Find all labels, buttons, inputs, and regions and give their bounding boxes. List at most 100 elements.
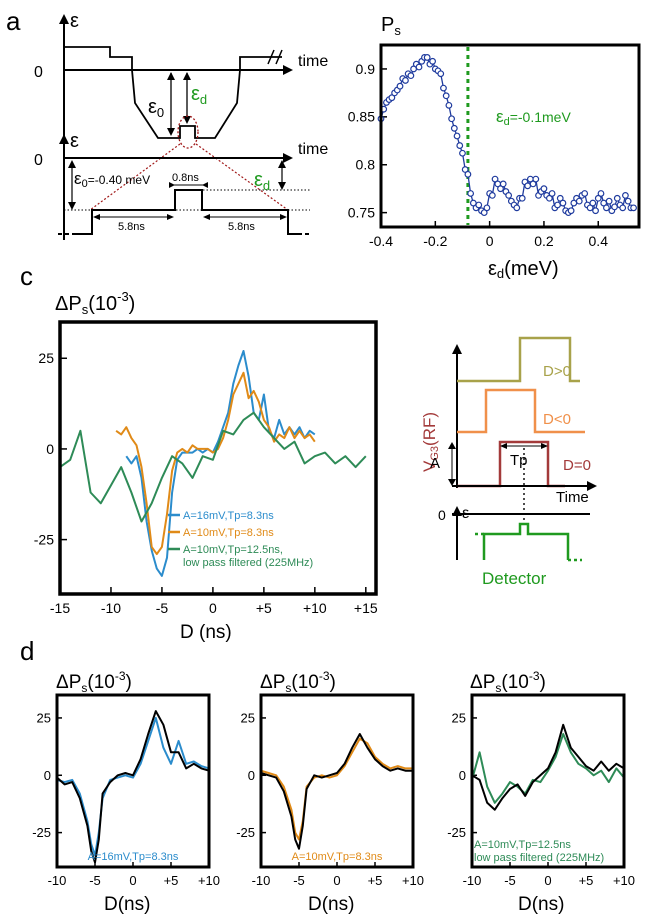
- a-left-wait-arrowhead-left-icon: [93, 214, 100, 220]
- b-point: [396, 82, 404, 90]
- b-point: [589, 199, 597, 207]
- c-legend: A=16mV,Tp=8.3ns A=10mV,Tp=8.3ns A=10mV,T…: [168, 510, 313, 569]
- b-point: [450, 124, 458, 132]
- cd-time-axis-arrow-icon: [587, 481, 597, 491]
- b-point: [445, 101, 453, 109]
- b-point: [448, 115, 456, 123]
- c-data: [59, 350, 367, 577]
- a-pulse-width-label: 0.8ns: [172, 172, 199, 184]
- b-xtick-label: -0.2: [423, 233, 447, 249]
- a-epsd-value-arrowhead-top-icon: [278, 160, 286, 168]
- d3-xlabel: D(ns): [518, 894, 564, 915]
- cd-label-d-zero: D=0: [563, 457, 591, 474]
- b-xtick-label: -0.4: [369, 233, 393, 249]
- cd-zero-label: 0: [438, 507, 446, 523]
- a-bottom-eps-label: ε: [70, 130, 79, 152]
- d2-series-line-2: [260, 733, 413, 850]
- cd-tp-label: Tp: [510, 452, 528, 469]
- b-point: [548, 190, 556, 197]
- a-bottom-eps-arrow-icon: [59, 134, 69, 144]
- b-point: [423, 54, 431, 61]
- c-ytick-label: -25: [34, 532, 54, 548]
- panel-a-label: a: [6, 6, 21, 36]
- d3-series-line-2: [471, 723, 625, 811]
- a-left-wait-arrowhead-right-icon: [167, 214, 174, 220]
- b-point: [488, 191, 496, 199]
- a-eps0-arrowhead-top-icon: [167, 72, 175, 80]
- b-point: [456, 142, 464, 149]
- b-point: [440, 84, 447, 92]
- b-point: [613, 194, 621, 202]
- cd-amp-label: A: [430, 455, 440, 472]
- b-point: [592, 207, 599, 215]
- panel-a: a ε 0 time ε0 εd ε 0 time ε0=-0.40 meV: [6, 6, 328, 240]
- d3-legend-line2: low pass filtered (225MHz): [474, 852, 604, 864]
- cd-tp-arrowhead-right-icon: [541, 443, 548, 449]
- panel-d: d ΔPs(10-3) -10 -5 0 +5 +10 -25 0 25 A=16mV,Tp=…: [20, 636, 635, 915]
- b-point: [624, 197, 632, 205]
- d1-ytick-label: 0: [44, 768, 51, 783]
- d2-xtick-label: +5: [368, 873, 383, 888]
- a-bottom-time-label: time: [298, 141, 328, 158]
- b-point: [467, 190, 475, 197]
- cd-amp-arrowhead-top-icon: [448, 442, 456, 449]
- a-pulse-width-arrowhead-left-icon: [169, 182, 175, 188]
- b-point: [442, 92, 450, 100]
- d2-xtick-label: 0: [333, 873, 340, 888]
- d1-ylabel: ΔPs(10-3): [56, 669, 132, 695]
- c-ticks: -15 -10 -5 0 +5 +10 +15 -25 0 25: [34, 350, 378, 616]
- b-point: [483, 204, 491, 212]
- a-pulse-waveform: [64, 46, 262, 139]
- a-epsd-arrowhead-top-icon: [183, 72, 191, 80]
- b-point: [581, 190, 589, 197]
- cd-amp-arrowhead-bottom-icon: [448, 479, 456, 486]
- d3-ylabel: ΔPs(10-3): [470, 669, 546, 695]
- d3-legend-line1: A=10mV,Tp=12.5ns: [474, 839, 571, 851]
- b-ytick-label: 0.75: [348, 205, 375, 221]
- d1-series-line-2: [56, 710, 210, 864]
- b-ytick-label: 0.85: [348, 109, 375, 125]
- c-legend-entry-2: A=10mV,Tp=8.3ns: [183, 527, 274, 539]
- c-series-line-3: [59, 411, 367, 523]
- c-xtick-label: +5: [256, 600, 272, 616]
- panel-c: c ΔPs(10-3) -15 -10 -5 0 +5 +10 +15 -25 0 25 A=16…: [20, 261, 378, 643]
- b-point: [567, 207, 575, 215]
- a-zoom-line-left: [89, 143, 181, 211]
- a-eps0-label: ε0: [148, 96, 164, 120]
- c-xtick-label: -5: [156, 600, 169, 616]
- cd-detector-label: Detector: [482, 569, 547, 588]
- a-eps0-arrowhead-bottom-icon: [167, 128, 175, 136]
- d2-series-line-1: [260, 737, 413, 841]
- a-right-wait-label: 5.8ns: [228, 221, 255, 233]
- panel-b: Ps -0.4 -0.2 0 0.2 0.4 0.75 0.8 0.85 0.9 εd=-0.1…: [348, 14, 641, 281]
- d2-xtick-label: +10: [402, 873, 424, 888]
- b-ticks: -0.4 -0.2 0 0.2 0.4 0.75 0.8 0.85 0.9: [348, 61, 608, 249]
- c-series-line-1: [125, 350, 316, 577]
- d2-ytick-label: -25: [236, 825, 255, 840]
- cd-detector-trace: [482, 522, 570, 560]
- d3-plot-frame: [470, 693, 626, 869]
- a-zoom-line-right: [195, 143, 289, 211]
- c-ytick-label: 0: [46, 441, 54, 457]
- panel-c-diagram: VG3(RF) D>0 D<0 D=0 Time A Tp ε 0 Detect…: [420, 336, 597, 588]
- b-ytick-label: 0.8: [356, 157, 376, 173]
- cd-time-label: Time: [556, 489, 589, 506]
- cd-v-axis-arrow-icon: [452, 344, 462, 354]
- a-left-wait-label: 5.8ns: [118, 221, 145, 233]
- d3-xtick-label: +10: [613, 873, 635, 888]
- b-point: [619, 204, 627, 212]
- d2-ticks: -10 -5 0 +5 +10 -25 0 25: [236, 710, 424, 888]
- b-point: [453, 132, 461, 140]
- b-data: [377, 54, 637, 217]
- d3-xtick-label: -5: [504, 873, 516, 888]
- b-point: [605, 197, 613, 205]
- b-point: [518, 194, 526, 202]
- c-xtick-label: +15: [354, 600, 378, 616]
- cd-vlabel: VG3(RF): [420, 412, 441, 472]
- b-point: [459, 149, 466, 157]
- b-point: [575, 197, 583, 205]
- a-top-zero: 0: [34, 64, 43, 81]
- d1-ticks: -10 -5 0 +5 +10 -25 0 25: [32, 710, 220, 888]
- d3-series-line-1: [471, 733, 625, 804]
- c-legend-entry-3: A=10mV,Tp=12.5ns,: [183, 544, 283, 556]
